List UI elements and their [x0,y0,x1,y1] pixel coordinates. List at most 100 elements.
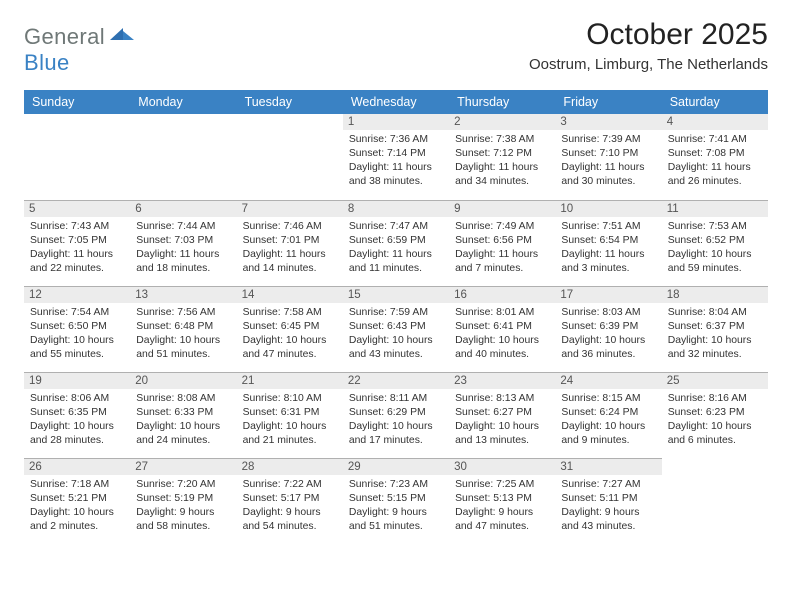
day-number: 16 [449,287,555,303]
sunset-label: Sunset: [561,493,596,504]
daylight-label: Daylight: [561,421,601,432]
sunrise-label: Sunrise: [30,393,68,404]
sunrise-value: 8:06 AM [71,393,109,404]
day-number: 21 [237,373,343,389]
sunset-label: Sunset: [668,235,703,246]
sunrise-value: 8:08 AM [177,393,215,404]
sunset-label: Sunset: [136,321,171,332]
calendar-day-cell: 28Sunrise: 7:22 AMSunset: 5:17 PMDayligh… [237,459,343,545]
calendar-day-cell: 4Sunrise: 7:41 AMSunset: 7:08 PMDaylight… [662,114,768,200]
day-detail: Sunrise: 7:46 AMSunset: 7:01 PMDaylight:… [243,220,337,276]
day-number: 23 [449,373,555,389]
sunset-label: Sunset: [455,235,490,246]
day-detail: Sunrise: 8:11 AMSunset: 6:29 PMDaylight:… [349,392,443,448]
calendar-day-cell: 27Sunrise: 7:20 AMSunset: 5:19 PMDayligh… [130,459,236,545]
sunset-value: 6:50 PM [68,321,107,332]
sunrise-value: 7:43 AM [71,221,109,232]
daylight-label: Daylight: [668,335,708,346]
sunset-label: Sunset: [561,321,596,332]
calendar-day-cell [24,114,130,200]
day-detail: Sunrise: 8:04 AMSunset: 6:37 PMDaylight:… [668,306,762,362]
calendar-day-cell: 30Sunrise: 7:25 AMSunset: 5:13 PMDayligh… [449,459,555,545]
sunset-value: 6:59 PM [387,235,426,246]
day-detail: Sunrise: 7:59 AMSunset: 6:43 PMDaylight:… [349,306,443,362]
calendar-day-cell: 15Sunrise: 7:59 AMSunset: 6:43 PMDayligh… [343,286,449,372]
sunset-value: 7:10 PM [600,148,639,159]
day-detail: Sunrise: 7:47 AMSunset: 6:59 PMDaylight:… [349,220,443,276]
day-detail: Sunrise: 7:41 AMSunset: 7:08 PMDaylight:… [668,133,762,189]
sunrise-value: 7:58 AM [284,307,322,318]
day-detail: Sunrise: 7:44 AMSunset: 7:03 PMDaylight:… [136,220,230,276]
sunrise-label: Sunrise: [136,307,174,318]
sunset-label: Sunset: [455,493,490,504]
sunset-label: Sunset: [349,235,384,246]
sunrise-label: Sunrise: [136,479,174,490]
sunset-label: Sunset: [561,407,596,418]
calendar-day-cell: 19Sunrise: 8:06 AMSunset: 6:35 PMDayligh… [24,372,130,458]
daylight-label: Daylight: [349,507,389,518]
day-header: Friday [555,90,661,114]
sunset-label: Sunset: [455,407,490,418]
day-number: 17 [555,287,661,303]
sunset-label: Sunset: [243,321,278,332]
sunrise-label: Sunrise: [561,134,599,145]
sunrise-label: Sunrise: [349,479,387,490]
calendar-day-cell: 24Sunrise: 8:15 AMSunset: 6:24 PMDayligh… [555,372,661,458]
day-detail: Sunrise: 8:10 AMSunset: 6:31 PMDaylight:… [243,392,337,448]
sunset-label: Sunset: [349,407,384,418]
day-number: 15 [343,287,449,303]
sunset-value: 7:05 PM [68,235,107,246]
sunset-value: 5:17 PM [281,493,320,504]
sunrise-label: Sunrise: [349,307,387,318]
sunset-value: 6:39 PM [600,321,639,332]
calendar-week-row: 12Sunrise: 7:54 AMSunset: 6:50 PMDayligh… [24,286,768,372]
sunrise-value: 7:46 AM [284,221,322,232]
sunset-value: 6:33 PM [174,407,213,418]
daylight-label: Daylight: [349,335,389,346]
daylight-label: Daylight: [243,249,283,260]
logo: General Blue [24,18,134,76]
calendar-day-cell: 2Sunrise: 7:38 AMSunset: 7:12 PMDaylight… [449,114,555,200]
sunrise-value: 7:36 AM [390,134,428,145]
day-header: Saturday [662,90,768,114]
sunset-label: Sunset: [136,407,171,418]
sunrise-value: 7:38 AM [496,134,534,145]
day-number: 14 [237,287,343,303]
day-number: 2 [449,114,555,130]
day-header: Monday [130,90,236,114]
day-detail: Sunrise: 7:20 AMSunset: 5:19 PMDaylight:… [136,478,230,534]
day-number: 31 [555,459,661,475]
sunrise-value: 7:20 AM [177,479,215,490]
calendar-day-cell [662,459,768,545]
calendar-day-cell: 10 Sunrise: 7:51 AMSunset: 6:54 PMDayligh… [555,200,661,286]
sunset-value: 6:45 PM [281,321,320,332]
sunset-label: Sunset: [349,493,384,504]
day-detail: Sunrise: 7:27 AMSunset: 5:11 PMDaylight:… [561,478,655,534]
day-number: 29 [343,459,449,475]
daylight-label: Daylight: [455,421,495,432]
day-detail: Sunrise: 8:15 AMSunset: 6:24 PMDaylight:… [561,392,655,448]
day-number: 10 [555,201,661,217]
sunrise-label: Sunrise: [349,134,387,145]
sunset-label: Sunset: [455,321,490,332]
sunrise-value: 8:15 AM [602,393,640,404]
sunrise-label: Sunrise: [30,479,68,490]
daylight-label: Daylight: [30,507,70,518]
sunrise-label: Sunrise: [455,479,493,490]
day-detail: Sunrise: 7:51 AMSunset: 6:54 PMDaylight:… [561,220,655,276]
sunrise-value: 7:22 AM [284,479,322,490]
sunset-label: Sunset: [349,148,384,159]
sunrise-value: 7:51 AM [602,221,640,232]
calendar-day-cell: 21 Sunrise: 8:10 AMSunset: 6:31 PMDayligh… [237,372,343,458]
sunset-value: 6:43 PM [387,321,426,332]
day-number: 18 [662,287,768,303]
calendar-day-cell: 18 Sunrise: 8:04 AMSunset: 6:37 PMDayligh… [662,286,768,372]
sunrise-label: Sunrise: [30,221,68,232]
calendar-day-cell: 31 Sunrise: 7:27 AMSunset: 5:11 PMDayligh… [555,459,661,545]
sunrise-label: Sunrise: [561,307,599,318]
sunrise-value: 7:23 AM [390,479,428,490]
sunrise-label: Sunrise: [561,479,599,490]
sunset-value: 5:13 PM [493,493,532,504]
sunset-value: 6:29 PM [387,407,426,418]
day-detail: Sunrise: 8:08 AMSunset: 6:33 PMDaylight:… [136,392,230,448]
